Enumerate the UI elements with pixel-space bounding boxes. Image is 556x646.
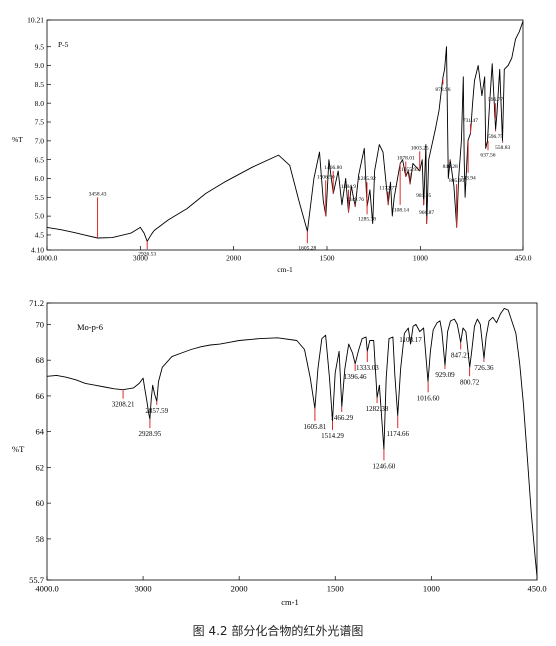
peak-label: 1466.80 <box>324 165 342 171</box>
spectrum-line <box>46 20 524 242</box>
peak-label: 1466.29 <box>330 414 353 422</box>
y-tick-label: 68 <box>36 355 45 365</box>
x-tick-label: 2000 <box>226 254 241 263</box>
x-tick-label: 1500 <box>320 254 335 263</box>
y-tick-label: 55.7 <box>29 575 44 585</box>
y-tick-label: 62 <box>36 462 45 472</box>
y-tick-label: 7.5 <box>35 118 45 127</box>
peak-label: 1108.14 <box>391 207 409 213</box>
peak-label: 1078.01 <box>397 156 415 162</box>
y-tick-label: 64 <box>36 427 45 437</box>
peak-label: 1016.60 <box>417 394 440 402</box>
y-tick-label: 6.5 <box>35 155 45 164</box>
y-tick-label: 8.5 <box>35 80 45 89</box>
x-axis-label: cm-1 <box>281 597 298 607</box>
figure-caption: 图 4.2 部分化合物的红外光谱图 <box>192 624 364 638</box>
peak-label: 1003.25 <box>411 145 429 151</box>
peak-label: 2926.53 <box>138 252 156 258</box>
x-tick-label: 3000 <box>133 254 148 263</box>
y-tick-label: 70 <box>36 319 45 329</box>
peak-label: 1396.46 <box>344 373 367 381</box>
peak-label: 840.28 <box>443 164 458 170</box>
peak-label: 1349.76 <box>346 197 364 203</box>
y-tick-label: 7.0 <box>35 136 45 145</box>
y-tick-label: 60 <box>36 498 45 508</box>
x-tick-label: 450.0 <box>515 254 532 263</box>
peak-label: 878.96 <box>435 87 450 93</box>
y-axis-label: %T <box>12 444 25 454</box>
y-tick-label: 10.21 <box>27 16 44 25</box>
y-tick-label: 5.5 <box>35 193 45 202</box>
x-tick-label: 2000 <box>231 584 248 594</box>
y-tick-label: 4.5 <box>35 231 45 240</box>
x-tick-label: 1500 <box>327 584 344 594</box>
plot-frame <box>46 19 524 251</box>
peak-label: 800.72 <box>460 378 480 386</box>
peak-label: 596.77 <box>488 97 503 103</box>
y-tick-label: 9.0 <box>35 61 45 70</box>
peak-label: 981.95 <box>416 193 431 199</box>
sample-label: Mo-p-6 <box>77 322 103 332</box>
x-tick-label: 4000.0 <box>35 584 58 594</box>
spectrum-line <box>46 307 538 577</box>
y-tick-label: 9.5 <box>35 42 45 51</box>
peak-label: 1172.77 <box>379 186 397 192</box>
peak-label: 2857.59 <box>145 407 168 415</box>
peak-label: 596.75 <box>488 134 503 140</box>
peak-label: 637.56 <box>480 153 495 159</box>
peak-label: 3458.43 <box>89 191 107 197</box>
y-tick-label: 4.10 <box>31 246 44 255</box>
peak-label: 731.47 <box>463 118 478 124</box>
y-tick-label: 6.0 <box>35 174 45 183</box>
peak-label: 2928.95 <box>139 430 162 438</box>
peak-label: 805.90 <box>449 178 464 184</box>
peak-label: 1384.9 <box>341 184 356 190</box>
peak-label: 1333.03 <box>356 364 379 372</box>
peak-label: 1285.38 <box>358 217 376 223</box>
peak-label: 743.94 <box>461 175 476 181</box>
peak-label: 1285.92 <box>358 176 376 182</box>
peak-label: 847.21 <box>451 351 471 359</box>
peak-label: 1174.66 <box>387 430 410 438</box>
peak-label: 1282.38 <box>366 405 389 413</box>
x-axis-label: cm-1 <box>277 265 293 274</box>
y-tick-label: 8.0 <box>35 99 45 108</box>
x-tick-label: 1000 <box>413 254 428 263</box>
x-tick-label: 1000 <box>423 584 440 594</box>
peak-label: 1605.81 <box>304 423 327 431</box>
x-tick-label: 450.0 <box>527 584 546 594</box>
y-tick-label: 58 <box>36 534 45 544</box>
x-tick-label: 4000.0 <box>37 254 58 263</box>
peak-label: 1514.29 <box>321 432 344 440</box>
peak-label: 1605.28 <box>298 246 316 252</box>
y-tick-label: 71.2 <box>29 298 44 308</box>
y-axis-label: %T <box>12 135 23 144</box>
peak-label: 1108.17 <box>399 336 422 344</box>
y-tick-label: 66 <box>36 391 45 401</box>
peak-label: 1506.90 <box>317 174 335 180</box>
x-tick-label: 3000 <box>135 584 152 594</box>
y-tick-label: 5.0 <box>35 212 45 221</box>
spectrum-chart-p5: 10.21 9.5 9.0 8.5 8.0 7.5 7.0 6.5 6.0 5.5 5.0 4.5 4.… <box>12 16 532 274</box>
peak-label: 1246.60 <box>373 462 396 470</box>
plot-frame <box>46 302 538 581</box>
peak-label: 558.83 <box>495 145 510 151</box>
sample-label: P-5 <box>58 40 69 49</box>
peak-label: 966.87 <box>419 210 434 216</box>
peak-label: 726.36 <box>474 364 494 372</box>
peak-label: 3208.21 <box>112 401 135 409</box>
peak-label: 929.09 <box>435 371 455 379</box>
peak-label: 1055.95 <box>401 167 419 173</box>
